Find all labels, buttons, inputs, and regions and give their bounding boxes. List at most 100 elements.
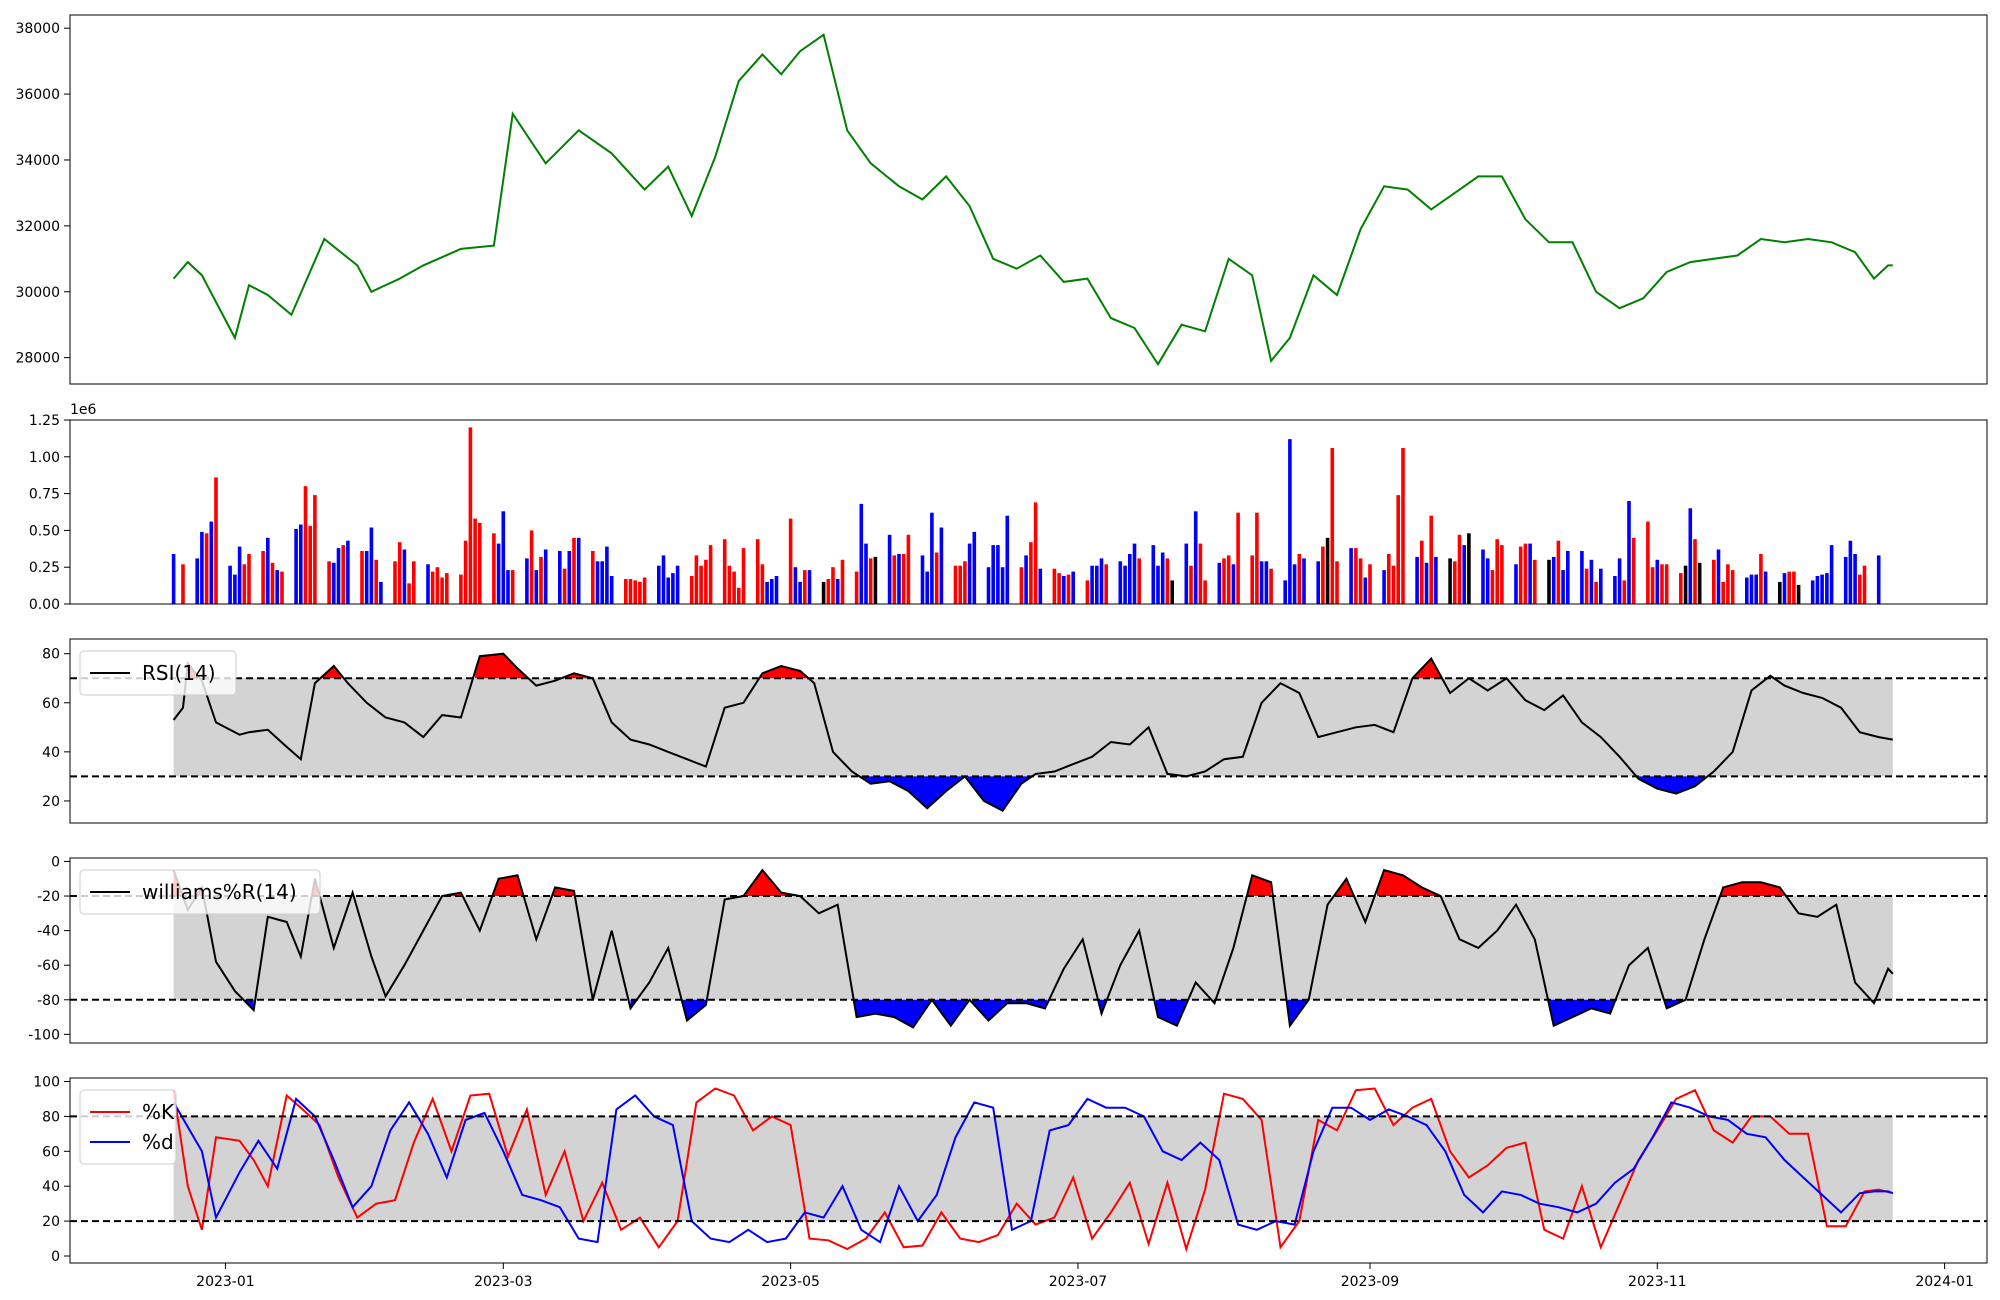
oversold-fill [682, 999, 706, 1021]
volume-bar [430, 571, 435, 604]
volume-bar [1123, 565, 1127, 604]
x-tick-label: 2023-07 [1049, 1274, 1108, 1290]
volume-bar [1848, 540, 1853, 604]
volume-bar [774, 576, 779, 604]
volume-bar [1457, 534, 1462, 604]
volume-bar [1754, 574, 1758, 604]
volume-bar [887, 534, 892, 604]
volume-bar [591, 551, 595, 604]
volume-bar [854, 571, 859, 604]
volume-bar [1165, 558, 1170, 604]
volume-bar [699, 565, 703, 604]
volume-bar [760, 564, 765, 604]
volume-bar [661, 555, 666, 604]
volume-bar [755, 539, 760, 604]
neutral-band [173, 678, 1893, 777]
volume-bar [473, 518, 477, 604]
volume-bar [1858, 574, 1862, 604]
volume-bar [195, 558, 199, 604]
volume-bar [1396, 495, 1400, 604]
y-tick-label: -100 [28, 1027, 60, 1043]
y-tick-label: -80 [37, 993, 60, 1009]
volume-bar [1518, 546, 1523, 604]
overbought-fill [322, 666, 344, 679]
volume-bar [1335, 561, 1339, 604]
volume-bar [1193, 511, 1198, 604]
volume-bar [1712, 559, 1716, 604]
volume-bar [1829, 545, 1834, 604]
legend-label: williams%R(14) [142, 880, 297, 904]
volume-bar [1580, 551, 1584, 604]
volume-bar [1481, 549, 1485, 604]
volume-bar [1561, 570, 1565, 604]
volume-bar [1843, 556, 1848, 604]
y-tick-label: 36000 [15, 87, 60, 103]
y-tick-label: 80 [42, 1109, 60, 1125]
volume-bar [543, 549, 548, 604]
volume-bar [369, 527, 374, 604]
volume-bar [1810, 580, 1815, 604]
volume-bar [1151, 545, 1156, 604]
price-panel-frame [69, 14, 1988, 385]
volume-bar [1448, 558, 1452, 604]
oversold-fill [967, 776, 1031, 811]
volume-bar [294, 528, 298, 604]
volume-bar [379, 581, 383, 604]
volume-bar [237, 546, 242, 604]
volume-bar [308, 526, 312, 604]
volume-bar [204, 533, 209, 604]
legend-box [79, 1089, 177, 1165]
volume-bar [788, 518, 793, 604]
volume-bar [1160, 552, 1165, 604]
volume-bar [1358, 558, 1363, 604]
volume-bar [1514, 564, 1518, 604]
volume-bar [967, 543, 972, 604]
volume-bar [214, 477, 218, 604]
volume-bar [266, 537, 270, 604]
volume-bar [299, 524, 303, 604]
volume-bar [1467, 533, 1471, 604]
volume-bar [1533, 559, 1537, 604]
volume-bar [1745, 577, 1749, 604]
volume-bar [1189, 565, 1193, 604]
volume-bar [1000, 567, 1005, 604]
legend-label: RSI(14) [142, 661, 216, 685]
volume-bar [1721, 581, 1725, 604]
volume-bar [397, 542, 402, 604]
volume-bar [996, 545, 1000, 604]
x-tick-label: 2023-01 [196, 1274, 255, 1290]
y-tick-label: 40 [42, 1179, 60, 1195]
volume-bar [171, 554, 176, 604]
volume-bar [1325, 537, 1330, 604]
overbought-fill [475, 653, 527, 679]
volume-bar [671, 573, 675, 604]
volume-bar [1556, 540, 1561, 604]
volume-bar [737, 587, 741, 604]
volume-bar [727, 565, 732, 604]
volume-bar [633, 580, 637, 604]
volume-bar [1085, 580, 1090, 604]
volume-bar [1302, 558, 1306, 604]
k-line [172, 1087, 1894, 1253]
volume-bar [1090, 565, 1094, 604]
overbought-fill [1377, 870, 1439, 896]
volume-bar [233, 574, 237, 604]
volume-bar [242, 564, 247, 604]
volume-bar [1170, 580, 1174, 604]
y-tick-label: 1.25 [29, 413, 60, 429]
overbought-fill [552, 887, 574, 896]
volume-bar [1321, 546, 1325, 604]
volume-bar [1453, 561, 1457, 604]
volume-bar [247, 554, 251, 604]
legend-label: %d [142, 1130, 174, 1154]
volume-bar [1264, 561, 1269, 604]
volume-bar [1594, 581, 1598, 604]
volume-bar [1815, 576, 1820, 604]
price-line [172, 33, 1893, 367]
volume-bar [440, 577, 444, 604]
volume-bar [1387, 554, 1391, 604]
volume-bar [704, 559, 708, 604]
overbought-fill [1720, 882, 1785, 896]
volume-bar [1255, 512, 1259, 604]
